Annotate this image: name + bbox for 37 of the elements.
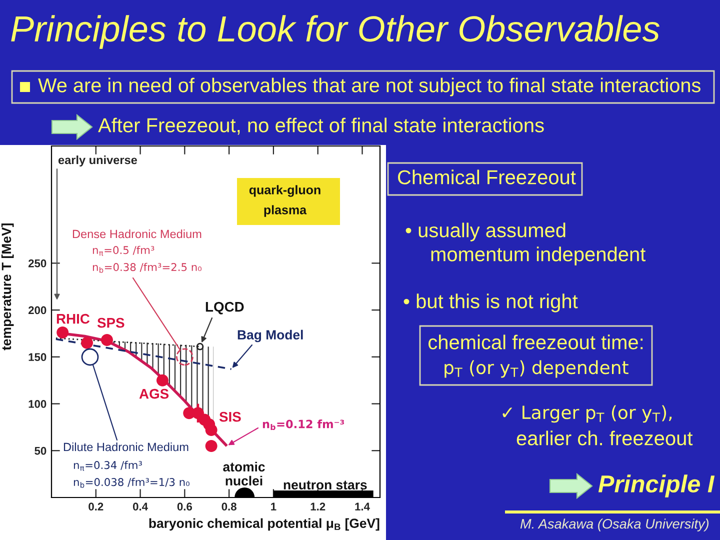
text: • usually assumed momentum independent: [406, 222, 646, 266]
text: After Freezeout, no effect of final state interactions: [98, 118, 544, 135]
annotation: Bag Model: [238, 330, 303, 342]
text: chemical freezeout time: p$_{T}$ (or y$_{T}$) dependent: [428, 334, 643, 378]
x-tick-label: 0.4: [133, 502, 148, 511]
annotation: SIS: [219, 412, 241, 422]
x-tick-label: 1.4: [355, 502, 370, 510]
chart-title: Principles to Look for Other Observables: [11, 15, 660, 49]
annotation: Dense Hadronic Medium n$_{π}$=0.5 /fm³ n$_{b}$=0.38 /fm³=2.5 n₀: [72, 229, 202, 273]
annotation: quark-gluon plasma: [249, 185, 320, 217]
x-tick-label: 0.6: [177, 502, 192, 511]
text: ✓ Larger p$_{T}$ (or y$_{T}$), earlier ch. freezeout: [502, 405, 693, 446]
annotation: neutron stars: [284, 480, 367, 490]
y-tick-label: 50: [34, 446, 46, 455]
y-tick-label: 150: [28, 353, 46, 362]
text: We are in need of observables that are not subject to final state interactions: [38, 78, 700, 96]
y-tick-label: 250: [28, 259, 46, 268]
x-axis-title: baryonic chemical potential μ$_{B}$ [GeV]: [149, 518, 380, 531]
y-tick-label: 200: [28, 306, 46, 314]
text: • but this is not right: [404, 294, 578, 312]
annotation: early universe: [58, 156, 138, 167]
annotation: AGS: [139, 388, 169, 399]
text: Principle I: [598, 474, 715, 498]
x-tick-label: 1.2: [310, 502, 326, 510]
x-tick-label: 1: [271, 502, 276, 510]
x-tick-label: 0.8: [222, 502, 236, 511]
text: Chemical Freezeout: [398, 170, 576, 184]
annotation: Dilute Hadronic Medium n$_{π}$=0.34 /fm³ n$_{b}$=0.038 /fm³=1/3 n₀: [64, 442, 190, 488]
annotation: LQCD: [206, 302, 244, 314]
annotation: n$_{b}$=0.12 fm⁻³: [262, 420, 344, 430]
annotation: atomic nuclei: [223, 462, 265, 486]
x-tick-label: 0.2: [88, 502, 104, 511]
y-axis-title: temperature T [MeV]: [1, 224, 14, 350]
text: M. Asakawa (Osaka University): [520, 518, 709, 532]
annotation: RHIC: [56, 314, 90, 324]
y-tick-label: 100: [28, 400, 46, 408]
annotation: SPS: [97, 318, 124, 328]
